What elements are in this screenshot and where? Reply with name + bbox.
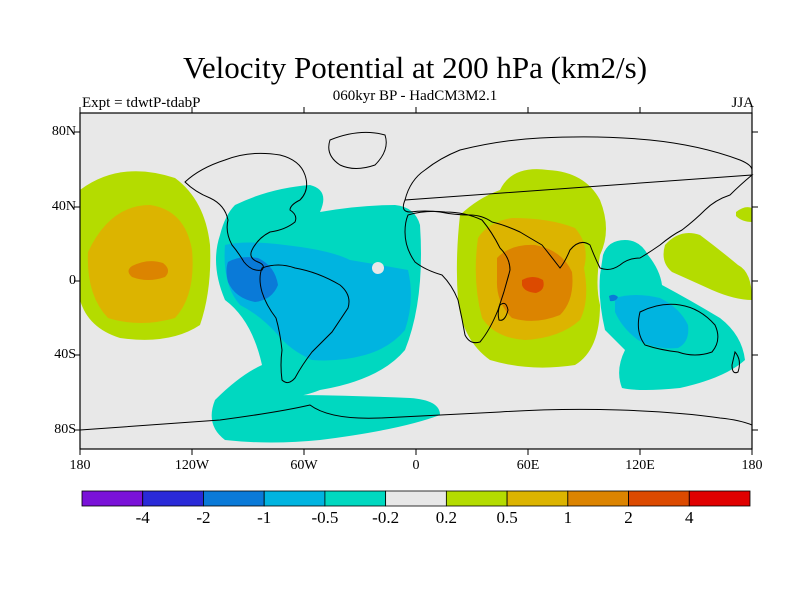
- colorbar-label: 4: [685, 508, 694, 527]
- colorbar: [81, 490, 751, 507]
- colorbar-swatch: [506, 490, 569, 507]
- lon-label-60e: 60E: [516, 458, 540, 473]
- colorbar-label: 0.5: [496, 508, 518, 527]
- map-subtitle: 060kyr BP - HadCM3M2.1: [332, 88, 498, 104]
- coast-antarctica: [79, 404, 753, 431]
- colorbar-swatch: [628, 490, 690, 507]
- lon-label-180e: 180: [741, 458, 763, 473]
- coast-south-america: [259, 264, 350, 384]
- lon-label-60w: 60W: [290, 458, 318, 473]
- colorbar-label: 1: [563, 508, 573, 527]
- colorbar-label: -4: [135, 508, 150, 527]
- lat-label-0: 0: [69, 273, 76, 288]
- lon-label-0: 0: [412, 458, 420, 473]
- lon-label-180w: 180: [69, 458, 91, 473]
- colorbar-swatch: [688, 490, 751, 507]
- colorbar-swatch: [385, 490, 447, 507]
- coast-madagascar: [497, 302, 509, 321]
- contour-pacific-west-pos-02: [663, 232, 752, 300]
- lon-label-120w: 120W: [174, 458, 210, 473]
- colorbar-label: 2: [624, 508, 633, 527]
- contour-eastedge-pos-02: [736, 207, 752, 222]
- lat-label-40s: 40S: [54, 347, 76, 362]
- colorbar-swatch: [263, 490, 326, 507]
- lon-label-120e: 120E: [625, 458, 655, 473]
- colorbar-swatch: [203, 490, 265, 507]
- coast-eurasia: [402, 136, 754, 270]
- contour-westpac-neg-05: [615, 295, 689, 349]
- colorbar-label: -0.2: [372, 508, 400, 527]
- contour-indian-pos-2: [522, 277, 544, 293]
- lat-label-80s: 80S: [54, 422, 76, 437]
- contour-atlantic-hole: [372, 262, 384, 274]
- colorbar-swatch: [81, 490, 144, 507]
- colorbar-swatch: [142, 490, 204, 507]
- map-field: [80, 113, 752, 449]
- lat-label-40n: 40N: [51, 199, 76, 214]
- coastlines: [79, 131, 754, 431]
- coast-new-zealand: [731, 350, 740, 374]
- colorbar-label: 0.2: [435, 508, 457, 527]
- colorbar-label: -0.5: [311, 508, 339, 527]
- map-title: Velocity Potential at 200 hPa (km2/s): [182, 50, 648, 85]
- coast-greenland: [328, 131, 387, 169]
- lat-label-80n: 80N: [51, 124, 76, 139]
- coast-africa: [404, 210, 511, 344]
- colorbar-swatch: [567, 490, 629, 507]
- experiment-label: Expt = tdwtP-tdabP: [82, 95, 201, 111]
- coast-australia: [637, 303, 719, 356]
- contour-westpac-neg-1: [609, 294, 618, 302]
- coast-north-america: [184, 152, 308, 271]
- colorbar-label: -2: [196, 508, 211, 527]
- axis-ticks: [74, 107, 758, 455]
- contour-atlantic-neg-1: [226, 257, 278, 302]
- season-label: JJA: [731, 95, 754, 111]
- colorbar-label: -1: [257, 508, 272, 527]
- colorbar-swatch: [324, 490, 387, 507]
- contour-pacific-pos-1: [128, 261, 169, 280]
- colorbar-swatch: [445, 490, 508, 507]
